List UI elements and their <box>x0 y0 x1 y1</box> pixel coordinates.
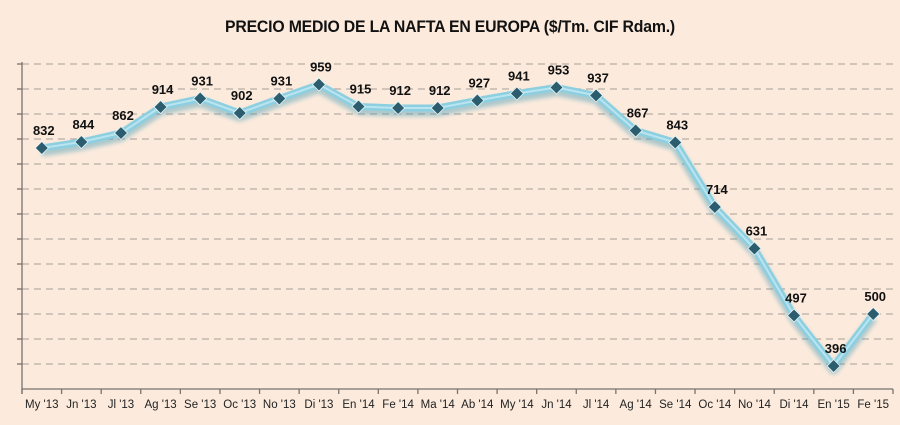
data-point-marker <box>351 99 366 114</box>
data-point-marker <box>193 91 208 106</box>
x-tick-label: Se '13 <box>184 399 216 411</box>
data-point-marker <box>866 306 881 322</box>
x-tick-label: My '13 <box>25 399 59 411</box>
x-tick-label: Di '13 <box>304 399 333 411</box>
data-labels: 832 844 862 914 931 902 931 959 915 912 912 927 941 9… <box>33 60 886 357</box>
data-point-marker <box>826 358 841 374</box>
data-label: 931 <box>270 74 292 89</box>
axes <box>17 62 894 394</box>
x-tick-label: Jn '14 <box>541 399 572 411</box>
data-point-marker <box>430 100 445 116</box>
data-point-marker <box>549 80 564 95</box>
x-tick-label: Jl '13 <box>108 399 135 411</box>
data-label: 497 <box>785 291 807 306</box>
x-tick-label: Oc '14 <box>698 399 731 411</box>
data-label: 396 <box>825 341 847 356</box>
x-tick-label: En '14 <box>342 399 375 411</box>
data-point-marker <box>153 99 168 115</box>
x-tick-label: Di '14 <box>779 399 809 411</box>
data-point-marker <box>232 105 247 121</box>
chart-title: PRECIO MEDIO DE LA NAFTA EN EUROPA ($/Tm… <box>224 17 676 36</box>
x-tick-label: Jl '14 <box>583 399 610 411</box>
data-label: 914 <box>152 82 174 97</box>
x-tick-label: Jn '13 <box>66 399 96 411</box>
data-label: 941 <box>508 69 530 84</box>
data-label: 953 <box>548 63 570 78</box>
x-axis-labels: My '13 Jn '13 Jl '13 Ag '13 Se '13 Oc '13 No '… <box>25 399 889 411</box>
x-tick-label: No '14 <box>738 399 771 411</box>
data-label: 937 <box>587 71 609 86</box>
x-tick-label: En '15 <box>817 399 849 411</box>
series-line <box>38 81 877 375</box>
data-point-marker <box>786 308 802 323</box>
data-point-marker <box>747 241 762 256</box>
x-tick-label: Ab '14 <box>461 399 494 411</box>
data-label: 912 <box>429 83 451 98</box>
gridlines <box>22 63 893 365</box>
data-point-marker <box>509 86 524 101</box>
data-point-marker <box>34 140 49 156</box>
data-label: 927 <box>468 76 490 91</box>
x-tick-label: Fe '15 <box>857 399 889 411</box>
data-point-marker <box>391 100 406 116</box>
data-label: 931 <box>191 74 213 89</box>
data-label: 714 <box>706 182 728 197</box>
data-point-marker <box>74 134 89 150</box>
data-point-marker <box>589 88 604 103</box>
data-point-marker <box>707 199 722 215</box>
data-point-marker <box>113 125 129 141</box>
x-tick-label: Ma '14 <box>421 399 456 411</box>
data-label: 500 <box>864 289 886 304</box>
data-point-marker <box>470 93 485 108</box>
data-label: 902 <box>231 88 253 103</box>
data-label: 631 <box>746 224 768 239</box>
data-label: 843 <box>666 118 688 133</box>
data-point-marker <box>628 123 643 138</box>
data-label: 832 <box>33 123 55 138</box>
data-label: 915 <box>350 82 372 97</box>
series-line-highlight <box>41 83 875 367</box>
data-label: 862 <box>112 108 134 123</box>
data-point-marker <box>668 135 683 150</box>
data-point-marker <box>311 77 326 92</box>
x-tick-label: Fe '14 <box>382 399 414 411</box>
x-tick-label: Se '14 <box>659 399 692 411</box>
data-label: 867 <box>627 106 649 121</box>
x-tick-label: My '14 <box>500 399 534 411</box>
x-tick-label: Ag '14 <box>620 399 653 411</box>
data-label: 912 <box>389 83 411 98</box>
data-label: 959 <box>310 60 332 75</box>
x-tick-label: Ag '13 <box>144 399 176 411</box>
data-point-marker <box>272 91 287 106</box>
x-tick-label: No '13 <box>263 399 296 411</box>
x-tick-label: Oc '13 <box>223 399 256 411</box>
series-markers <box>34 77 881 374</box>
data-label: 844 <box>73 117 95 132</box>
